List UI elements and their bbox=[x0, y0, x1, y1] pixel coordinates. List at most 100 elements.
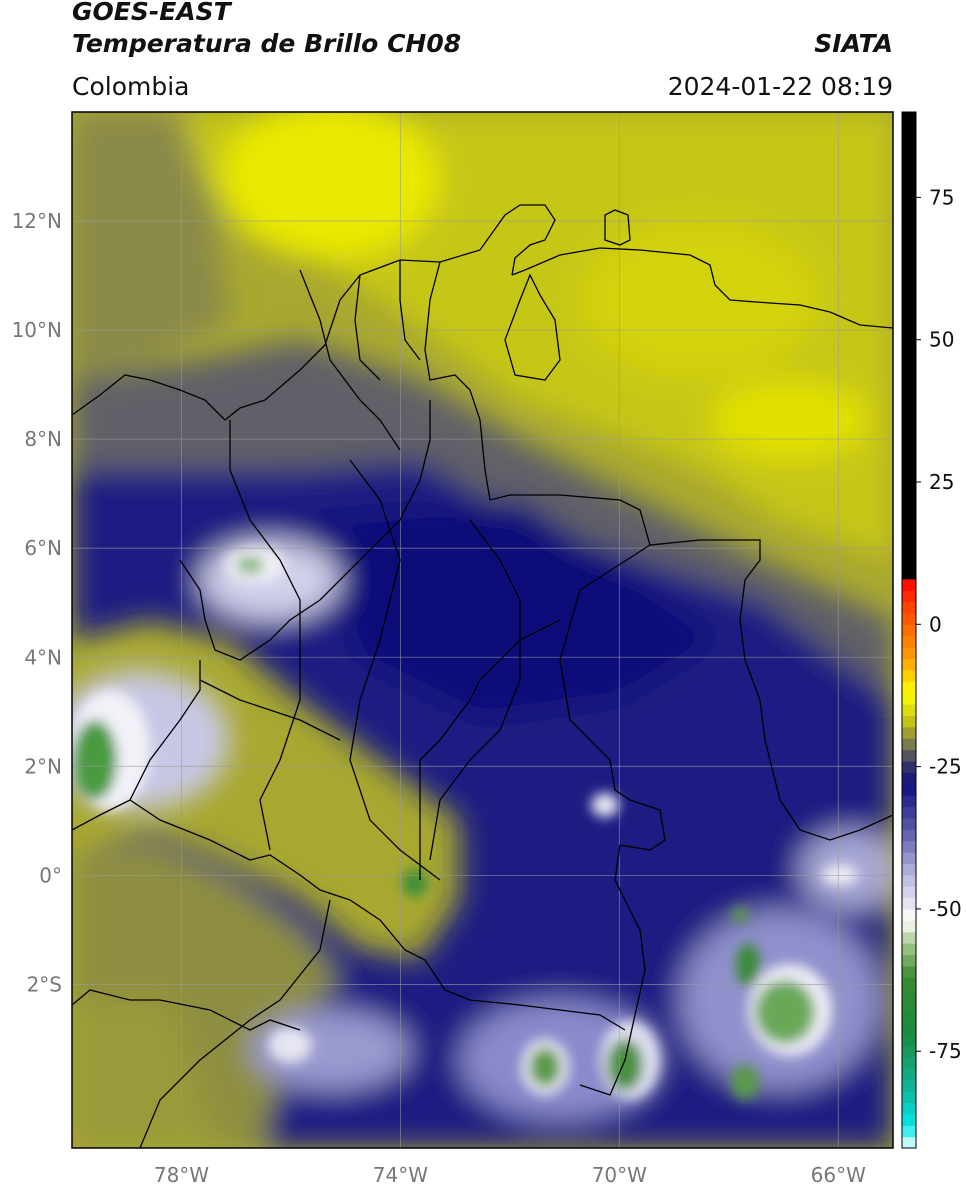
colorbar-band bbox=[902, 1000, 916, 1012]
colorbar-band bbox=[902, 305, 916, 318]
colorbar-band bbox=[902, 168, 916, 181]
colorbar-band bbox=[902, 1136, 916, 1149]
colorbar-band bbox=[902, 988, 916, 1001]
colorbar-band bbox=[902, 191, 916, 204]
colorbar-band bbox=[902, 1125, 916, 1138]
colorbar-band bbox=[902, 373, 916, 386]
colorbar-band bbox=[902, 886, 916, 899]
colorbar-band bbox=[902, 533, 916, 546]
lat-tick-label: 2°S bbox=[27, 972, 62, 996]
colorbar-band bbox=[902, 783, 916, 796]
colorbar-band bbox=[902, 965, 916, 978]
colorbar-band bbox=[902, 1079, 916, 1092]
colorbar-band bbox=[902, 248, 916, 261]
colorbar-band bbox=[902, 795, 916, 808]
colorbar-band bbox=[902, 476, 916, 489]
lat-tick-label: 10°N bbox=[12, 318, 62, 342]
country-borders bbox=[72, 204, 893, 1148]
colorbar-band bbox=[902, 647, 916, 660]
colorbar-band bbox=[902, 453, 916, 466]
colorbar-band bbox=[902, 464, 916, 477]
colorbar-band bbox=[902, 817, 916, 830]
colorbar-tick-label: -25 bbox=[929, 755, 962, 779]
colorbar-tick-label: -75 bbox=[929, 1039, 962, 1063]
colorbar-tick-label: 75 bbox=[929, 185, 954, 209]
colorbar-band bbox=[902, 1113, 916, 1126]
longitude-labels: 78°W 74°W 70°W 66°W bbox=[154, 1163, 866, 1187]
colorbar-frame bbox=[901, 111, 917, 1149]
colorbar-band bbox=[902, 316, 916, 329]
colorbar-band bbox=[902, 351, 916, 364]
colorbar-band bbox=[902, 556, 916, 568]
lat-tick-label: 2°N bbox=[24, 754, 62, 778]
colorbar-band bbox=[902, 669, 916, 682]
colorbar-band bbox=[902, 658, 916, 671]
latitude-labels: 12°N 10°N 8°N 6°N 4°N 2°N 0° 2°S bbox=[12, 209, 62, 996]
colorbar-band bbox=[902, 726, 916, 739]
colorbar-band bbox=[902, 225, 916, 238]
colorbar-band bbox=[902, 1034, 916, 1047]
colorbar-band bbox=[902, 487, 916, 500]
colorbar-band bbox=[902, 874, 916, 887]
colorbar-band bbox=[902, 157, 916, 170]
colorbar-band bbox=[902, 749, 916, 762]
colorbar-band bbox=[902, 271, 916, 284]
colorbar-band bbox=[902, 442, 916, 455]
lat-tick-label: 4°N bbox=[24, 645, 62, 669]
colorbar-band bbox=[902, 396, 916, 409]
agency-label: SIATA bbox=[814, 29, 893, 58]
temperature-field bbox=[72, 112, 893, 1148]
lon-tick-label: 70°W bbox=[592, 1163, 647, 1187]
colorbar-band bbox=[902, 134, 916, 147]
colorbar-band bbox=[902, 328, 916, 341]
colorbar-band bbox=[902, 806, 916, 819]
colorbar-band bbox=[902, 931, 916, 944]
lon-tick-label: 78°W bbox=[154, 1163, 209, 1187]
colorbar-band bbox=[902, 282, 916, 295]
lat-tick-label: 0° bbox=[39, 863, 62, 887]
colorbar-band bbox=[902, 738, 916, 751]
colorbar-band bbox=[902, 920, 916, 933]
lat-tick-label: 8°N bbox=[24, 427, 62, 451]
colorbar-bands bbox=[902, 112, 916, 1149]
colorbar-band bbox=[902, 578, 916, 591]
colorbar-band bbox=[902, 430, 916, 443]
colorbar-band bbox=[902, 1091, 916, 1104]
product-title: Temperatura de Brillo CH08 bbox=[72, 29, 462, 58]
colorbar-band bbox=[902, 112, 916, 124]
colorbar-band bbox=[902, 180, 916, 193]
colorbar-band bbox=[902, 499, 916, 512]
colorbar-band bbox=[902, 260, 916, 272]
colorbar-tick-label: -50 bbox=[929, 897, 962, 921]
colorbar-band bbox=[902, 294, 916, 307]
region-label: Colombia bbox=[72, 72, 190, 101]
lat-tick-label: 6°N bbox=[24, 536, 62, 560]
colorbar-band bbox=[902, 681, 916, 694]
colorbar-band bbox=[902, 203, 916, 216]
colorbar-band bbox=[902, 954, 916, 967]
colorbar-band bbox=[902, 840, 916, 853]
colorbar-band bbox=[902, 852, 916, 864]
colorbar-band bbox=[902, 863, 916, 876]
colorbar-band bbox=[902, 567, 916, 580]
colorbar: 75 50 25 0 -25 -50 -75 bbox=[901, 111, 962, 1149]
colorbar-band bbox=[902, 590, 916, 603]
colorbar-tick-label: 0 bbox=[929, 612, 942, 636]
colorbar-band bbox=[902, 1068, 916, 1081]
colorbar-band bbox=[902, 123, 916, 136]
colorbar-band bbox=[902, 601, 916, 614]
colorbar-band bbox=[902, 146, 916, 159]
timestamp-label: 2024-01-22 08:19 bbox=[667, 72, 893, 101]
colorbar-band bbox=[902, 772, 916, 785]
colorbar-band bbox=[902, 704, 916, 716]
map-frame bbox=[71, 111, 894, 1149]
colorbar-band bbox=[902, 760, 916, 773]
colorbar-band bbox=[902, 897, 916, 910]
colorbar-band bbox=[902, 1011, 916, 1024]
colorbar-band bbox=[902, 544, 916, 557]
colorbar-tick-label: 25 bbox=[929, 470, 954, 494]
lon-tick-label: 66°W bbox=[811, 1163, 866, 1187]
colorbar-band bbox=[902, 214, 916, 227]
colorbar-band bbox=[902, 1056, 916, 1069]
